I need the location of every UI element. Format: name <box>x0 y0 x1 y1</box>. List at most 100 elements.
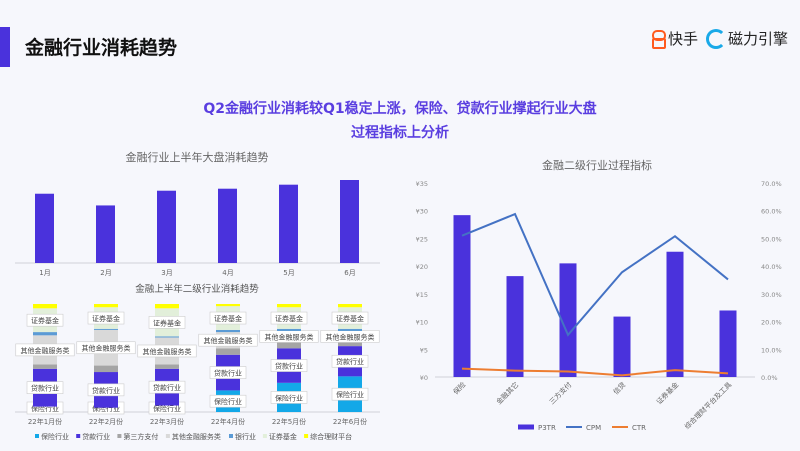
chart2-legend-label: 银行业 <box>235 432 256 441</box>
chart3-left-tick: ¥10 <box>416 319 428 327</box>
chart2-segment <box>33 364 57 369</box>
chart2-data-label: 保险行业 <box>275 393 303 402</box>
chart2-data-label: 其他金融服务类 <box>82 344 131 353</box>
chart3-left-tick: ¥15 <box>416 291 428 299</box>
chart1-x-label: 6月 <box>344 269 355 277</box>
title-accent-bar <box>0 27 10 67</box>
chart2-segment <box>338 304 362 308</box>
chart2-data-label: 保险行业 <box>214 397 242 406</box>
chart3-x-label: 综合理财平台及工具 <box>683 380 734 431</box>
chart2-data-label-box <box>270 391 308 404</box>
chart1-bar <box>96 205 115 263</box>
chart3-left-tick: ¥35 <box>416 180 428 188</box>
chart3-left-tick: ¥20 <box>416 263 428 271</box>
chart2-legend-swatch <box>262 434 267 438</box>
chart2-segment <box>155 364 179 369</box>
chart2-x-label: 22年1月份 <box>28 417 62 426</box>
chart2-data-label-box <box>209 311 247 325</box>
chart3-legend-swatch <box>518 424 534 430</box>
chart2-data-label: 贷款行业 <box>275 362 303 371</box>
chart2-legend-label: 其他金融服务类 <box>172 432 221 441</box>
chart2-segment <box>94 328 118 330</box>
chart2-segment <box>94 365 118 373</box>
chart2-segment <box>338 328 362 331</box>
chart3-x-label: 信贷 <box>611 380 627 396</box>
chart2-data-label: 其他金融服务类 <box>204 336 253 345</box>
chart2-legend-swatch <box>117 434 122 438</box>
chart3-bar <box>559 263 577 377</box>
chart2-data-label: 其他金融服务类 <box>21 346 70 355</box>
chart2-data-label-box <box>15 343 75 357</box>
chart2-title: 金融上半年二级行业消耗趋势 <box>135 283 259 295</box>
chart1-title: 金融行业上半年大盘消耗趋势 <box>126 150 269 164</box>
chart3-right-tick: 10.0% <box>761 346 782 354</box>
chart2-data-label-box <box>137 344 197 358</box>
chart3-bar <box>613 316 631 377</box>
chart3-left-tick: ¥5 <box>420 346 428 354</box>
chart2-legend-label: 贷款行业 <box>82 432 110 441</box>
chart1-bar <box>218 188 237 263</box>
chart2-data-label-box <box>198 333 258 347</box>
chart3-cpm-line <box>461 212 729 337</box>
chart2-segment <box>216 304 240 307</box>
chart2-data-label: 证券基金 <box>336 314 364 323</box>
chart2-legend-swatch <box>304 434 309 438</box>
chart2-x-label: 22年4月份 <box>211 417 245 426</box>
chart2-data-label: 保险行业 <box>336 390 364 399</box>
chart2-data-label: 其他金融服务类 <box>143 347 192 356</box>
chart3-legend-label: CPM <box>586 424 601 432</box>
chart2-data-label-box <box>148 316 186 329</box>
chart3-legend-label: CTR <box>632 424 646 432</box>
chart3-x-label: 三方支付 <box>547 380 573 406</box>
chart2-segment <box>155 336 179 338</box>
chart3-x-label: 保险 <box>451 380 467 396</box>
chart2-segment <box>216 348 240 355</box>
chart2-legend-swatch <box>229 434 233 438</box>
chart2-data-label: 证券基金 <box>153 318 181 327</box>
chart2-legend-label: 证券基金 <box>269 432 297 441</box>
chart3-left-tick: ¥30 <box>416 208 428 216</box>
chart2-data-label: 保险行业 <box>92 404 120 413</box>
chart3-bar <box>506 276 524 377</box>
chart2-legend-swatch <box>76 434 81 438</box>
chart2-legend-swatch <box>165 434 170 438</box>
chart2-data-label-box <box>87 383 125 397</box>
kuaishou-logo-icon <box>650 29 666 49</box>
chart2-data-label: 证券基金 <box>275 314 303 323</box>
chart2-segment <box>33 304 57 309</box>
chart2-data-label: 贷款行业 <box>153 383 181 392</box>
chart1-bar <box>279 184 298 263</box>
kuaishou-logo-text: 快手 <box>667 30 698 48</box>
chart3-right-tick: 30.0% <box>761 291 782 299</box>
page-title: 金融行业消耗趋势 <box>25 37 178 59</box>
chart2-legend-label: 综合理财平台 <box>310 432 352 441</box>
chart3-bar <box>666 251 684 377</box>
chart3-bar <box>453 215 471 377</box>
chart2-data-label: 保险行业 <box>31 404 59 413</box>
chart3-right-tick: 70.0% <box>761 180 782 188</box>
chart1-bar <box>35 193 54 263</box>
chart2-segment <box>277 341 301 349</box>
chart2-data-label-box <box>209 394 247 408</box>
chart2-data-label: 贷款行业 <box>214 369 242 378</box>
chart2-segment <box>94 304 118 308</box>
cili-logo-icon <box>705 28 726 49</box>
cili-logo: 磁力引擎 <box>705 28 788 49</box>
subtitle-line-2: 过程指标上分析 <box>351 125 449 141</box>
chart3-ctr-line <box>461 367 729 377</box>
chart2-x-label: 22年6月份 <box>333 417 367 426</box>
chart2-data-label-box <box>26 313 64 327</box>
chart1-x-label: 5月 <box>283 269 294 277</box>
chart3-right-tick: 50.0% <box>761 235 782 243</box>
chart3-x-label: 证券基金 <box>654 380 680 406</box>
cili-logo-text: 磁力引擎 <box>727 30 788 48</box>
chart2-data-label-box <box>331 354 369 368</box>
chart1-x-label: 4月 <box>222 269 233 277</box>
chart2-data-label-box <box>26 381 64 395</box>
chart3-legend-swatch <box>566 426 582 428</box>
chart2-segment <box>216 329 240 333</box>
chart2-legend-swatch <box>35 434 39 438</box>
chart3-x-label: 金融其它 <box>494 380 520 406</box>
chart3-bar <box>719 310 737 377</box>
